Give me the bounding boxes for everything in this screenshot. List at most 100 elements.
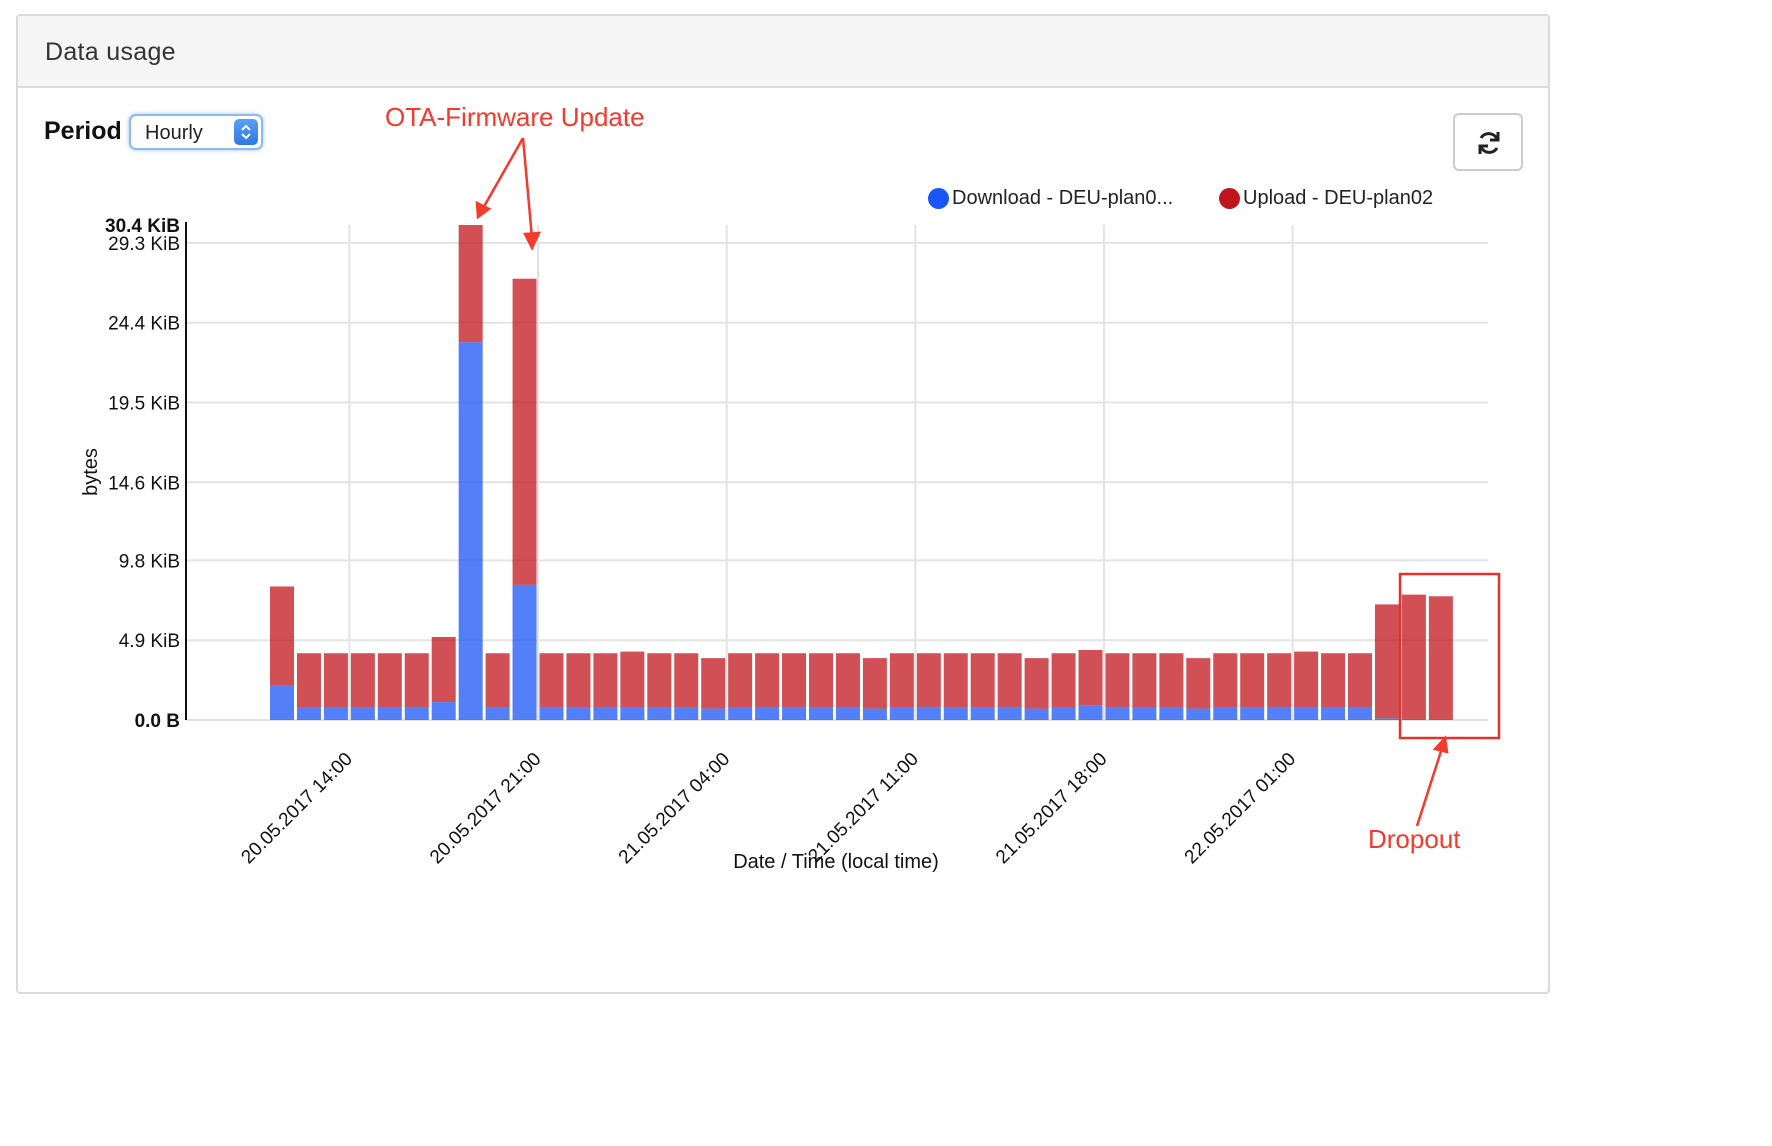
bar-upload: [350, 653, 375, 707]
bar-upload: [755, 653, 780, 707]
bar-download: [1321, 706, 1346, 720]
bar-upload: [1186, 658, 1211, 709]
bar-upload: [270, 586, 294, 686]
x-tick-label: 21.05.2017 18:00: [992, 749, 1111, 868]
panel-title: Data usage: [45, 38, 176, 66]
refresh-button[interactable]: [1453, 113, 1523, 171]
bar-download: [728, 706, 753, 720]
bar-upload: [1428, 596, 1453, 720]
bar-upload: [728, 653, 753, 707]
bar-upload: [997, 653, 1022, 707]
bar-download: [1078, 705, 1103, 720]
bar-upload: [862, 658, 887, 709]
bar-download: [1348, 706, 1372, 720]
bar-download: [674, 706, 699, 720]
bar-upload: [296, 653, 321, 707]
bar-upload: [1024, 658, 1049, 709]
x-tick-label: 20.05.2017 14:00: [237, 749, 356, 868]
bar-upload: [889, 653, 914, 707]
x-tick-label: 20.05.2017 21:00: [426, 749, 545, 868]
bar-download: [458, 342, 483, 720]
ota-arrows: [475, 137, 542, 251]
bar-download: [1024, 708, 1049, 720]
bar-download: [889, 706, 914, 720]
y-axis-ticks: 0.0 B 4.9 KiB 9.8 KiB 14.6 KiB 19.5 KiB 24.4 …: [105, 216, 180, 732]
bar-upload: [1105, 653, 1130, 707]
bar-upload: [835, 653, 860, 707]
bar-upload: [1294, 651, 1319, 707]
bar-upload: [566, 653, 591, 707]
bar-download: [431, 702, 456, 720]
bar-download: [755, 706, 780, 720]
legend-label-download: Download - DEU-plan0...: [952, 187, 1174, 209]
bar-download: [970, 706, 995, 720]
x-axis-title: Date / Time (local time): [733, 851, 939, 873]
dropout-arrow: [1415, 735, 1449, 827]
x-tick-label: 21.05.2017 04:00: [615, 749, 734, 868]
bar-download: [1105, 706, 1130, 720]
y-tick-label: 9.8 KiB: [119, 551, 180, 572]
bar-upload: [1051, 653, 1076, 707]
refresh-icon: [1478, 132, 1500, 154]
bar-upload: [620, 651, 645, 707]
bar-upload: [916, 653, 941, 707]
bar-download: [566, 706, 591, 720]
bar-upload: [512, 278, 537, 585]
bar-upload: [323, 653, 348, 707]
bar-download: [835, 706, 860, 720]
x-tick-label: 22.05.2017 01:00: [1181, 749, 1300, 868]
bar-download: [270, 685, 294, 720]
bar-download: [1132, 706, 1157, 720]
period-select-value: Hourly: [145, 122, 203, 144]
bar-download: [782, 706, 807, 720]
bar-download: [1240, 706, 1265, 720]
bar-download: [943, 706, 968, 720]
chevron-up-down-icon: [234, 119, 258, 145]
bar-download: [1267, 706, 1292, 720]
y-tick-label: 14.6 KiB: [108, 473, 180, 494]
bar-upload: [647, 653, 672, 707]
bar-upload: [1132, 653, 1157, 707]
bar-upload: [970, 653, 995, 707]
period-select[interactable]: Hourly: [129, 114, 263, 150]
bar-upload: [1321, 653, 1346, 707]
chart-grid: [186, 225, 1488, 721]
bar-download: [1374, 718, 1399, 720]
bar-download: [350, 706, 375, 720]
legend-dot-upload: [1219, 188, 1240, 209]
bar-upload: [458, 225, 483, 343]
bar-upload: [1401, 594, 1426, 720]
bar-download: [1186, 708, 1211, 720]
y-tick-label: 30.4 KiB: [105, 216, 180, 237]
y-tick-label: 4.9 KiB: [119, 631, 180, 652]
bar-upload: [485, 653, 510, 707]
annotation-dropout: Dropout: [1368, 824, 1461, 854]
bar-download: [296, 706, 321, 720]
y-tick-label: 19.5 KiB: [108, 393, 180, 414]
chart-bars: [270, 225, 1453, 720]
bar-upload: [943, 653, 968, 707]
bar-upload: [1267, 653, 1292, 707]
dropout-highlight-box: [1398, 572, 1501, 740]
bar-upload: [404, 653, 429, 707]
bar-download: [512, 584, 537, 720]
bar-download: [1051, 706, 1076, 720]
bar-upload: [782, 653, 807, 707]
bar-download: [997, 706, 1022, 720]
bar-download: [377, 706, 402, 720]
y-tick-label: 24.4 KiB: [108, 314, 180, 335]
bar-download: [1294, 706, 1319, 720]
bar-download: [701, 708, 726, 720]
bar-upload: [1213, 653, 1238, 707]
period-label: Period: [44, 117, 122, 145]
bar-download: [323, 706, 348, 720]
bar-upload: [674, 653, 699, 707]
bar-upload: [1348, 653, 1372, 707]
y-tick-label: 0.0 B: [135, 711, 180, 732]
bar-download: [1213, 706, 1238, 720]
annotation-ota: OTA-Firmware Update: [385, 102, 645, 132]
bar-download: [647, 706, 672, 720]
x-tick-label: 21.05.2017 11:00: [804, 749, 922, 867]
bar-upload: [431, 636, 456, 703]
